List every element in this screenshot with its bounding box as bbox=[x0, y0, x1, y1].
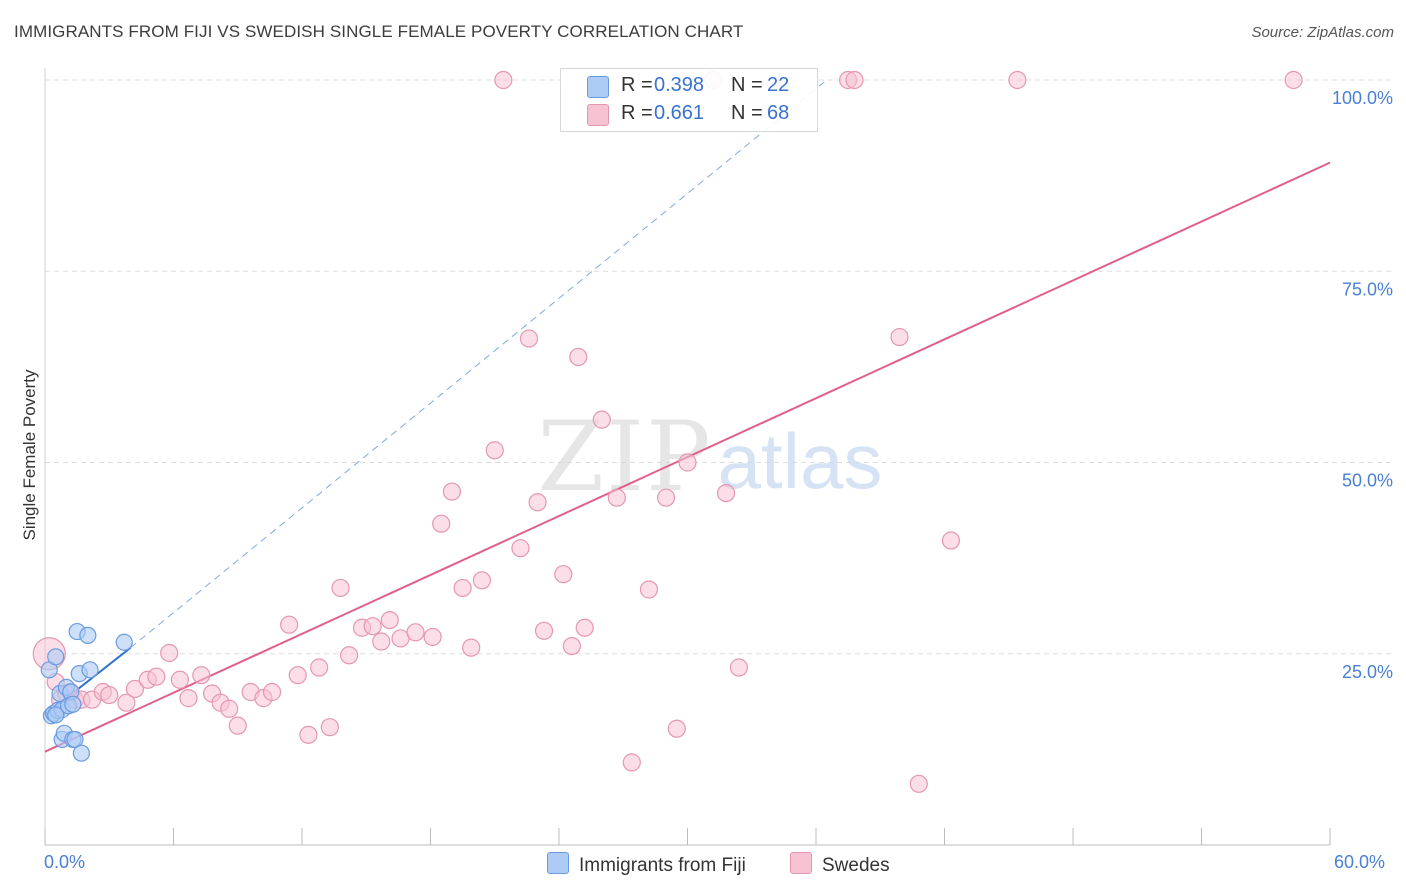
swedes-point bbox=[179, 689, 198, 708]
swedes-point bbox=[592, 410, 611, 429]
swedes-n-value: 68 bbox=[767, 102, 790, 124]
swedes-point bbox=[442, 482, 462, 501]
correlation-legend: R = 0.398 N = 22 R = 0.661 N = 68 bbox=[560, 68, 818, 132]
swedes-point bbox=[170, 670, 190, 689]
swedes-point bbox=[622, 753, 641, 772]
swedes-point bbox=[340, 646, 359, 665]
fiji-n-value: 22 bbox=[767, 74, 790, 96]
legend-row-swedes: R = 0.661 N = 68 bbox=[561, 100, 817, 128]
x-tick-label-max: 60.0% bbox=[1334, 852, 1386, 872]
swedes-point bbox=[280, 615, 299, 634]
swedes-point bbox=[228, 716, 247, 735]
swedes-point bbox=[534, 621, 554, 640]
swedes-point bbox=[320, 718, 339, 737]
swedes-point bbox=[310, 658, 329, 677]
n-label: N = bbox=[731, 74, 763, 96]
r-label: R = bbox=[621, 102, 653, 124]
fiji-legend-swatch bbox=[547, 852, 569, 874]
swedes-point bbox=[528, 493, 547, 512]
swedes-point bbox=[406, 623, 425, 642]
n-label: N = bbox=[731, 102, 763, 124]
y-tick-label: 50.0% bbox=[1342, 471, 1393, 491]
swedes-point bbox=[380, 610, 399, 630]
swedes-point bbox=[511, 539, 530, 558]
swedes-point bbox=[569, 347, 588, 367]
swedes-point bbox=[299, 725, 318, 744]
y-tick-label: 75.0% bbox=[1342, 279, 1393, 299]
legend-item-swedes: Swedes bbox=[790, 852, 890, 876]
swedes-point bbox=[462, 638, 481, 657]
watermark: ZIP atlas bbox=[537, 401, 882, 513]
fiji-swatch bbox=[587, 76, 609, 98]
swedes-point bbox=[494, 70, 513, 90]
y-tick-label: 100.0% bbox=[1332, 88, 1393, 108]
swedes-point bbox=[562, 636, 581, 656]
swedes-point bbox=[423, 627, 442, 647]
swedes-point bbox=[890, 327, 909, 347]
points-layer bbox=[32, 70, 1303, 793]
swedes-point bbox=[125, 679, 145, 699]
swedes-point bbox=[363, 617, 382, 636]
swedes-point bbox=[117, 693, 136, 712]
swedes-point bbox=[331, 578, 350, 598]
legend-item-fiji: Immigrants from Fiji bbox=[547, 852, 746, 876]
swedes-legend-swatch bbox=[790, 852, 812, 874]
y-tick-labels: 25.0% 50.0% 75.0% 100.0% bbox=[1332, 88, 1393, 682]
watermark-atlas: atlas bbox=[718, 417, 883, 505]
fiji-point bbox=[115, 633, 133, 651]
swedes-point bbox=[100, 685, 119, 705]
fiji-point bbox=[81, 661, 99, 679]
swedes-point bbox=[845, 70, 864, 90]
swedes-point bbox=[667, 719, 686, 738]
fiji-point bbox=[47, 648, 65, 666]
fiji-point bbox=[72, 744, 91, 762]
swedes-point bbox=[262, 682, 282, 702]
chart-title: IMMIGRANTS FROM FIJI VS SWEDISH SINGLE F… bbox=[14, 22, 744, 41]
y-axis-label: Single Female Poverty bbox=[20, 369, 39, 541]
fiji-point bbox=[64, 695, 82, 713]
y-tick-label: 25.0% bbox=[1342, 662, 1393, 682]
r-label: R = bbox=[621, 74, 653, 96]
swedes-point bbox=[941, 531, 961, 550]
swedes-swatch bbox=[587, 104, 609, 126]
swedes-point bbox=[519, 329, 539, 348]
swedes-r-value: 0.661 bbox=[654, 102, 705, 124]
swedes-point bbox=[1284, 70, 1303, 90]
swedes-point bbox=[909, 774, 928, 793]
swedes-point bbox=[575, 618, 594, 637]
swedes-point bbox=[656, 488, 676, 507]
swedes-point bbox=[485, 441, 504, 460]
swedes-point bbox=[554, 565, 573, 584]
swedes-point bbox=[160, 643, 179, 663]
source-label: Source: ZipAtlas.com bbox=[1251, 24, 1394, 41]
swedes-point bbox=[729, 658, 749, 677]
swedes-point bbox=[678, 453, 697, 472]
swedes-point bbox=[432, 514, 451, 533]
swedes-point bbox=[453, 578, 472, 598]
swedes-point bbox=[192, 666, 211, 685]
legend-row-fiji: R = 0.398 N = 22 bbox=[561, 72, 817, 100]
fiji-trend-extension bbox=[130, 79, 828, 649]
swedes-point bbox=[220, 699, 239, 718]
fiji-point bbox=[79, 626, 97, 644]
fiji-r-value: 0.398 bbox=[654, 74, 705, 96]
swedes-legend-label: Swedes bbox=[822, 855, 890, 876]
grid-layer bbox=[45, 79, 1395, 655]
swedes-point bbox=[288, 666, 307, 685]
swedes-point bbox=[147, 667, 166, 686]
fiji-point bbox=[66, 730, 84, 749]
swedes-point bbox=[716, 484, 736, 503]
swedes-point bbox=[472, 571, 491, 590]
fiji-legend-label: Immigrants from Fiji bbox=[579, 855, 746, 876]
swedes-point bbox=[639, 580, 659, 599]
swedes-point bbox=[607, 488, 626, 507]
swedes-point bbox=[1008, 70, 1027, 90]
fiji-point bbox=[47, 706, 65, 724]
swedes-point bbox=[372, 632, 391, 651]
x-tick-label-min: 0.0% bbox=[44, 852, 86, 872]
